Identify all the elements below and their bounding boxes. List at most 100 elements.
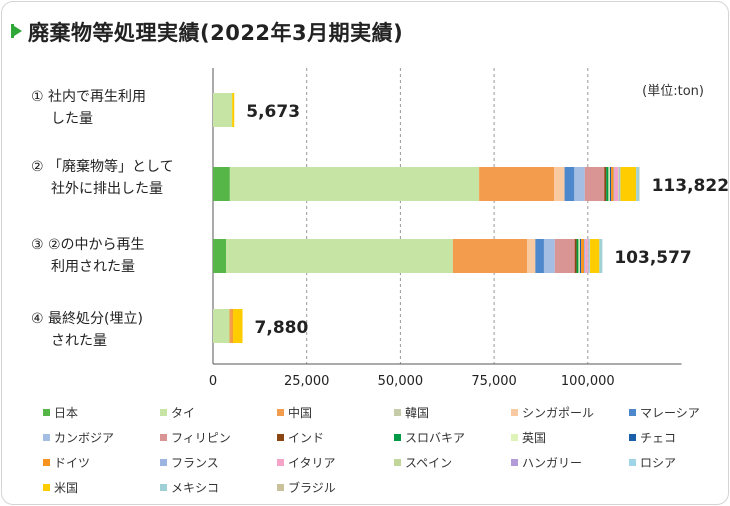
legend-swatch [394, 409, 401, 416]
bar-segment [574, 239, 577, 273]
bar-segment [535, 239, 544, 273]
legend-label: フィリピン [171, 431, 231, 445]
bar-segment [611, 167, 614, 201]
legend-swatch [43, 459, 50, 466]
bar-segment [589, 239, 591, 273]
legend-label: イタリア [288, 456, 336, 470]
total-value-label: 113,822 [652, 176, 729, 196]
legend-label: スペイン [405, 456, 452, 470]
bar-segment [606, 167, 609, 201]
chart-title: 廃棄物等処理実績(2022年3月期実績) [28, 21, 404, 45]
legend-swatch [629, 409, 636, 416]
legend-label: 韓国 [405, 406, 429, 420]
legend-label: ロシア [640, 456, 676, 470]
x-tick-label: 100,000 [561, 374, 615, 389]
category-label-3: ③ ②の中から再生 利用された量 [31, 234, 145, 278]
bar-segment [587, 239, 589, 273]
bar-segment [213, 239, 227, 273]
bar-segment [213, 93, 233, 127]
bar-segment [604, 167, 607, 201]
legend-label: スロバキア [405, 431, 465, 445]
legend-swatch [43, 409, 50, 416]
legend-label: ハンガリー [522, 456, 582, 470]
bar-segment [554, 167, 565, 201]
legend-label: 英国 [522, 431, 546, 445]
bar-segment [619, 167, 621, 201]
x-tick-label: 50,000 [378, 374, 424, 389]
bar-segment [618, 167, 620, 201]
legend-swatch [277, 484, 284, 491]
bar-segment [609, 167, 612, 201]
legend-label: ブラジル [288, 480, 336, 495]
legend-swatch [394, 459, 401, 466]
legend-label: タイ [171, 406, 195, 420]
bar-segment [554, 239, 575, 273]
unit-label: (単位:ton) [642, 84, 704, 99]
legend-swatch [277, 434, 284, 441]
category-label-1: ① 社内で再生利用 した量 [31, 86, 146, 130]
category-3-line1: ③ ②の中から再生 [31, 237, 145, 253]
legend-swatch [511, 409, 518, 416]
legend-swatch [511, 434, 518, 441]
total-value-label: 7,880 [255, 318, 309, 338]
bar-segment [613, 167, 615, 201]
legend-swatch [160, 434, 167, 441]
x-tick-label: 75,000 [471, 374, 517, 389]
legend-swatch [277, 409, 284, 416]
legend-swatch [629, 434, 636, 441]
bar-segment [588, 239, 590, 273]
legend-swatch [160, 409, 167, 416]
category-3-line2: 利用された量 [51, 259, 135, 275]
bar-segment [232, 93, 235, 127]
bar-segment [579, 239, 582, 273]
category-2-line1: ② 「廃棄物等」として [31, 159, 174, 175]
total-value-label: 103,577 [614, 248, 691, 268]
bar-segment [581, 239, 585, 273]
bar-segment [564, 167, 575, 201]
bar-segment [213, 309, 230, 343]
legend-swatch [394, 434, 401, 441]
bar-segment [576, 239, 579, 273]
legend-swatch [160, 484, 167, 491]
legend-label: マレーシア [640, 406, 700, 420]
legend-swatch [43, 484, 50, 491]
bar-segment [229, 309, 233, 343]
category-label-2: ② 「廃棄物等」として 社外に排出した量 [31, 156, 174, 200]
bar-segment [233, 309, 243, 343]
x-tick-label: 0 [209, 374, 217, 389]
bar-segment [578, 239, 580, 273]
legend-swatch [511, 459, 518, 466]
category-1-line1: ① 社内で再生利用 [31, 89, 147, 105]
legend-label: カンボジア [54, 431, 114, 445]
bar-segment [608, 167, 610, 201]
bar-segment [584, 239, 586, 273]
bar-segment [543, 239, 555, 273]
title-marker-icon [11, 24, 22, 38]
legend-label: フランス [171, 456, 219, 470]
category-2-line2: 社外に排出した量 [51, 181, 163, 197]
legend-label: メキシコ [171, 481, 219, 495]
category-4-line2: された量 [51, 333, 107, 349]
legend-swatch [277, 459, 284, 466]
legend-label: 中国 [288, 405, 312, 420]
bar-segment [585, 239, 588, 273]
legend-swatch [43, 434, 50, 441]
legend-label: インド [288, 431, 324, 445]
category-4-line1: ④ 最終処分(埋立) [31, 311, 143, 327]
legend-swatch [160, 459, 167, 466]
bar-segment [614, 167, 619, 201]
legend-swatch [629, 459, 636, 466]
legend-label: シンガポール [522, 406, 594, 420]
bar-segment [232, 309, 234, 343]
x-tick-label: 25,000 [284, 374, 330, 389]
total-value-label: 5,673 [246, 102, 300, 122]
category-1-line2: した量 [51, 111, 93, 127]
legend-label: チェコ [640, 431, 676, 445]
category-label-4: ④ 最終処分(埋立) された量 [31, 308, 143, 352]
legend-label: 米国 [54, 481, 78, 495]
bar-segment [620, 167, 637, 201]
bar-segment [452, 239, 528, 273]
bar-segment [527, 239, 536, 273]
legend-label: ドイツ [54, 456, 90, 470]
